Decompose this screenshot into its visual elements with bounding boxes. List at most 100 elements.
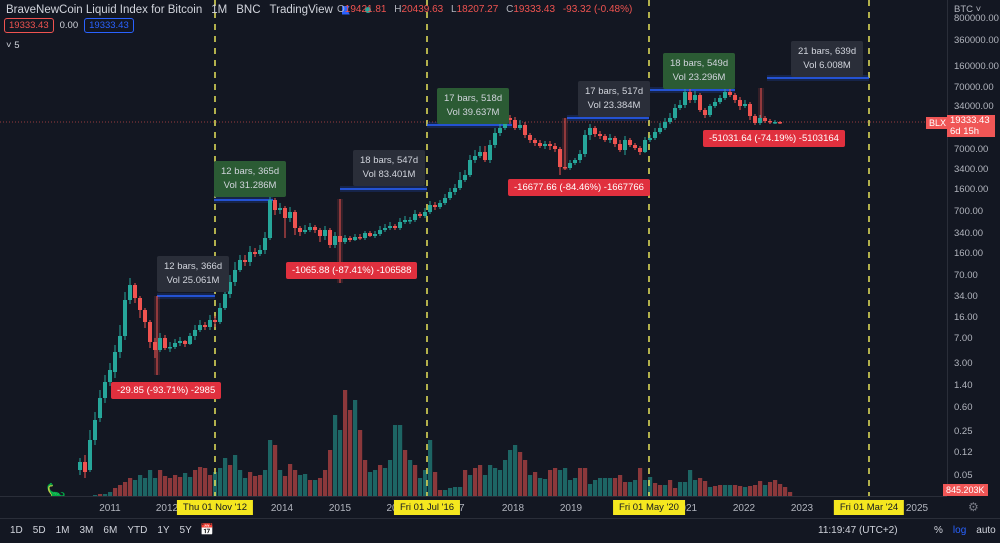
price-axis-label: 70000.00 bbox=[954, 82, 994, 93]
log-toggle[interactable]: log bbox=[952, 525, 967, 536]
range-annotation[interactable]: 12 bars, 366d Vol 25.061M bbox=[157, 256, 230, 292]
range-bars-days: 12 bars, 366d bbox=[164, 261, 223, 272]
time-axis[interactable]: 2011201220142015201720182019202120222023… bbox=[0, 496, 947, 519]
time-axis-label: 2023 bbox=[790, 503, 814, 514]
range-volume: Vol 23.384M bbox=[587, 100, 641, 111]
timeframe-all[interactable]: All bbox=[201, 525, 213, 536]
time-axis-label: 2018 bbox=[501, 503, 525, 514]
time-marker-label: Fri 01 Mar '24 bbox=[833, 500, 905, 515]
drawdown-label[interactable]: -51031.64 (-74.19%) -5103164 bbox=[703, 130, 845, 147]
price-axis-label: 16.00 bbox=[954, 312, 978, 323]
time-marker-label: Fri 01 May '20 bbox=[613, 500, 685, 515]
buy-button[interactable]: 19333.43 bbox=[84, 18, 134, 33]
symbol-title[interactable]: BraveNewCoin Liquid Index for Bitcoin bbox=[6, 4, 203, 16]
price-axis-label: 34.00 bbox=[954, 291, 978, 302]
price-axis-label: 1600.00 bbox=[954, 184, 989, 195]
ohlc-values: O19421.81 H20439.63 L18207.27 C19333.43 … bbox=[337, 4, 637, 15]
change-value: -93.32 (-0.48%) bbox=[562, 4, 633, 15]
chart-header: BraveNewCoin Liquid Index for Bitcoin 1M… bbox=[6, 4, 371, 16]
timeframe-ytd[interactable]: YTD bbox=[127, 525, 148, 536]
timeframe-buttons: 1D 5D 1M 3M 6M YTD 1Y 5Y All bbox=[10, 525, 213, 536]
high-label: H bbox=[394, 4, 402, 15]
current-price-label: 19333.43 6d 15h bbox=[947, 115, 995, 137]
flag-icon[interactable] bbox=[341, 5, 350, 15]
auto-toggle[interactable]: auto bbox=[976, 525, 996, 536]
time-axis-label: 2012 bbox=[155, 503, 179, 514]
close-label: C bbox=[506, 4, 514, 15]
range-volume: Vol 6.008M bbox=[803, 60, 851, 71]
low-value: 18207.27 bbox=[456, 4, 499, 15]
symbol-tag: BLX bbox=[926, 117, 950, 129]
range-volume: Vol 23.296M bbox=[672, 72, 726, 83]
price-axis-label: 360000.00 bbox=[954, 35, 999, 46]
range-bars-days: 12 bars, 365d bbox=[221, 166, 280, 177]
tradingview-logo-icon[interactable]: 🦕 bbox=[46, 482, 66, 496]
range-bars-days: 18 bars, 549d bbox=[670, 58, 729, 69]
source-label: TradingView bbox=[269, 4, 333, 16]
price-axis-label: 160000.00 bbox=[954, 61, 999, 72]
indicators-toggle[interactable]: ˅ 5 bbox=[6, 40, 20, 51]
price-axis-label: 0.60 bbox=[954, 402, 973, 413]
price-axis-label: 700.00 bbox=[954, 206, 984, 217]
open-value: 19421.81 bbox=[344, 4, 387, 15]
range-annotation[interactable]: 21 bars, 639d Vol 6.008M bbox=[791, 41, 864, 77]
range-annotation[interactable]: 18 bars, 549d Vol 23.296M bbox=[663, 53, 736, 89]
range-annotation[interactable]: 17 bars, 517d Vol 23.384M bbox=[578, 81, 651, 117]
sell-button[interactable]: 19333.43 bbox=[4, 18, 54, 33]
range-volume: Vol 25.061M bbox=[166, 275, 220, 286]
timeframe-1m[interactable]: 1M bbox=[55, 525, 70, 536]
price-axis-label: 7000.00 bbox=[954, 144, 989, 155]
close-value: 19333.43 bbox=[513, 4, 556, 15]
timeframe-6m[interactable]: 6M bbox=[103, 525, 118, 536]
range-annotation[interactable]: 18 bars, 547d Vol 83.401M bbox=[353, 150, 426, 186]
price-axis-label: 800000.00 bbox=[954, 13, 999, 24]
bottom-toolbar: 1D 5D 1M 3M 6M YTD 1Y 5Y All 📅 11:19:47 (UTC+2) … bbox=[0, 518, 1000, 543]
price-axis-label: 3.00 bbox=[954, 358, 973, 369]
time-marker-label: Thu 01 Nov '12 bbox=[176, 500, 254, 515]
drawdown-label[interactable]: -1065.88 (-87.41%) -106588 bbox=[286, 262, 418, 279]
time-axis-label: 2022 bbox=[732, 503, 756, 514]
date-range-calendar-icon[interactable]: 📅 bbox=[200, 524, 214, 536]
price-axis-label: 0.12 bbox=[954, 447, 973, 458]
price-chart[interactable]: 🦕 bbox=[0, 0, 947, 496]
market-status-icon bbox=[364, 7, 371, 13]
time-axis-label: 2019 bbox=[559, 503, 583, 514]
drawdown-label[interactable]: -16677.66 (-84.46%) -1667766 bbox=[508, 179, 650, 196]
range-bars-days: 17 bars, 517d bbox=[585, 86, 644, 97]
low-label: L bbox=[451, 4, 457, 15]
price-axis[interactable]: BTC ˅ 800000.00 360000.00 160000.00 70000.0… bbox=[947, 0, 1000, 496]
range-annotation[interactable]: 17 bars, 518d Vol 39.637M bbox=[437, 88, 510, 124]
time-axis-label: 2021 bbox=[674, 503, 698, 514]
range-bars-days: 17 bars, 518d bbox=[444, 93, 503, 104]
price-axis-label: 0.05 bbox=[954, 470, 973, 481]
range-volume: Vol 83.401M bbox=[362, 169, 416, 180]
volume-tag: 845.203K bbox=[943, 484, 988, 496]
range-bars-days: 21 bars, 639d bbox=[798, 46, 857, 57]
time-axis-label: 2011 bbox=[99, 503, 121, 514]
time-axis-label: 2014 bbox=[270, 503, 294, 514]
timeframe-5d[interactable]: 5D bbox=[32, 525, 46, 536]
drawdown-label[interactable]: -29.85 (-93.71%) -2985 bbox=[111, 382, 222, 399]
time-marker-label: Fri 01 Jul '16 bbox=[393, 500, 461, 515]
chevron-down-icon: ˅ bbox=[6, 40, 12, 51]
percent-toggle[interactable]: % bbox=[934, 525, 943, 536]
timeframe-3m[interactable]: 3M bbox=[79, 525, 94, 536]
price-axis-label: 34000.00 bbox=[954, 101, 994, 112]
spread-value: 0.00 bbox=[59, 20, 79, 31]
bar-countdown: 6d 15h bbox=[950, 126, 980, 137]
timeframe-5y[interactable]: 5Y bbox=[179, 525, 192, 536]
price-axis-label: 0.25 bbox=[954, 426, 973, 437]
interval-label[interactable]: 1M bbox=[211, 4, 228, 16]
currency-selector[interactable]: BTC ˅ bbox=[954, 4, 982, 15]
time-axis-label: 20 bbox=[386, 503, 398, 514]
trade-buttons: 19333.43 0.00 19333.43 bbox=[4, 18, 134, 33]
price-axis-label: 7.00 bbox=[954, 333, 973, 344]
clock-timezone[interactable]: 11:19:47 (UTC+2) bbox=[818, 525, 898, 536]
settings-gear-icon[interactable]: ⚙ bbox=[968, 500, 979, 514]
range-annotation[interactable]: 12 bars, 365d Vol 31.286M bbox=[214, 161, 287, 197]
timeframe-1y[interactable]: 1Y bbox=[157, 525, 170, 536]
timeframe-1d[interactable]: 1D bbox=[10, 525, 23, 536]
exchange-label: BNC bbox=[236, 4, 261, 16]
high-value: 20439.63 bbox=[401, 4, 444, 15]
time-axis-label: 2025 bbox=[905, 503, 929, 514]
